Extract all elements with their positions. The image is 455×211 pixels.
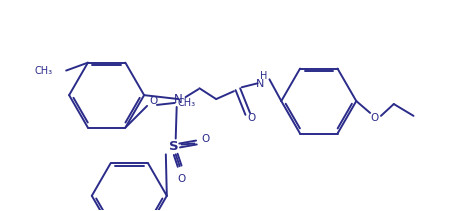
Text: N: N [174,93,182,106]
Text: O: O [201,134,209,143]
Text: O: O [369,113,377,123]
Text: S: S [168,140,178,153]
Text: N: N [255,79,263,89]
Text: CH₃: CH₃ [34,66,52,76]
Text: O: O [177,174,185,184]
Text: O: O [247,113,255,123]
Text: O: O [148,96,157,106]
Text: H: H [259,71,267,81]
Text: CH₃: CH₃ [177,98,195,108]
